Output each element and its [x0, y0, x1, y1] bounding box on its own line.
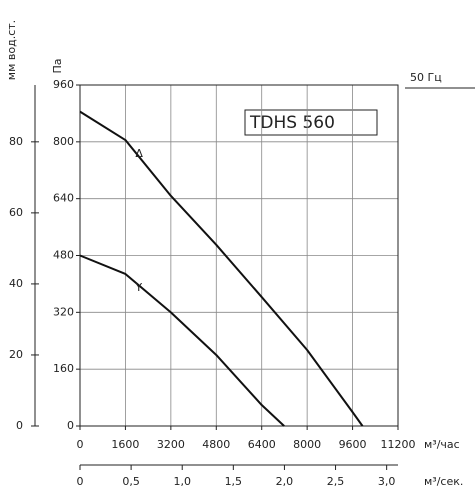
x2-tick-label: 2,5	[327, 475, 345, 488]
y-tick-label: 800	[53, 135, 74, 148]
x2-tick-label: 1,5	[225, 475, 243, 488]
y2-tick-label: 20	[9, 348, 23, 361]
x-tick-label: 3200	[157, 438, 185, 451]
curve-label: Δ	[135, 147, 143, 160]
y-tick-label: 0	[67, 419, 74, 432]
y2-tick-label: 60	[9, 206, 23, 219]
x2-tick-label: 2,0	[276, 475, 294, 488]
x-tick-label: 1600	[111, 438, 139, 451]
x-tick-label: 6400	[248, 438, 276, 451]
y-tick-label: 640	[53, 192, 74, 205]
x-tick-label: 0	[77, 438, 84, 451]
y-tick-label: 480	[53, 249, 74, 262]
curve-label: Y	[134, 281, 142, 294]
y2-tick-label: 40	[9, 277, 23, 290]
x-tick-label: 11200	[381, 438, 416, 451]
frequency-label: 50 Гц	[410, 71, 442, 84]
x2-axis-label: м³/сек.	[424, 475, 463, 488]
y2-tick-label: 80	[9, 135, 23, 148]
x-tick-label: 8000	[293, 438, 321, 451]
chart-title: TDHS 560	[249, 113, 335, 133]
title-box	[244, 109, 378, 136]
y2-axis-label: мм вод.ст.	[5, 20, 18, 80]
x2-tick-label: 0,5	[122, 475, 140, 488]
y-tick-label: 320	[53, 305, 74, 318]
curve	[79, 110, 364, 427]
x2-tick-label: 1,0	[173, 475, 191, 488]
y2-tick-label: 0	[16, 419, 23, 432]
curve	[79, 254, 285, 427]
y-tick-label: 160	[53, 362, 74, 375]
x2-tick-label: 3,0	[378, 475, 396, 488]
y-tick-label: 960	[53, 78, 74, 91]
x-axis-label: м³/час	[424, 438, 460, 451]
x-tick-label: 9600	[339, 438, 367, 451]
x-tick-label: 4800	[202, 438, 230, 451]
x2-tick-label: 0	[77, 475, 84, 488]
y-axis-label: Па	[51, 58, 64, 73]
